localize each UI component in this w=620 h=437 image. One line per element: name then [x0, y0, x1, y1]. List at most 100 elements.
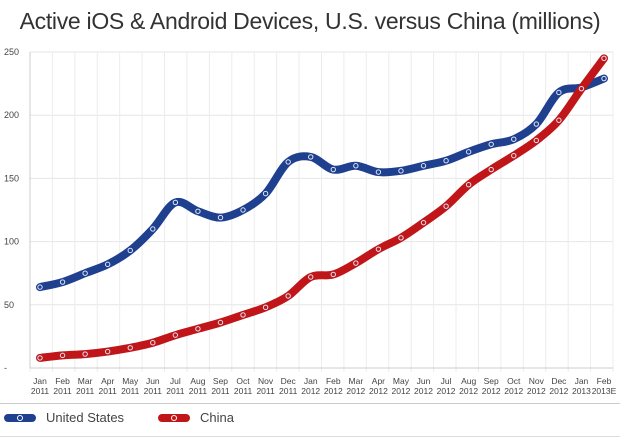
line-chart: -50100150200250Jan2011Feb2011Mar2011Apr2… — [4, 47, 617, 396]
china-data-point — [353, 260, 359, 266]
y-tick-label: 50 — [4, 300, 14, 310]
x-tick-label: 2011 — [53, 386, 72, 396]
x-tick-label: Nov — [529, 376, 545, 386]
x-tick-label: Jan — [575, 376, 589, 386]
legend-item-china: China — [158, 410, 234, 425]
united-states-data-point — [37, 284, 43, 290]
y-tick-label: 200 — [4, 110, 19, 120]
x-tick-label: 2011 — [31, 386, 50, 396]
x-tick-label: 2012 — [504, 386, 523, 396]
united-states-data-point — [172, 199, 179, 206]
x-tick-label: Sep — [484, 376, 499, 386]
x-tick-label: Mar — [78, 376, 93, 386]
united-states-data-point — [601, 75, 607, 82]
china-data-point — [195, 326, 201, 332]
united-states-data-point — [443, 158, 449, 164]
china-data-point — [578, 85, 585, 92]
x-tick-label: 2012 — [324, 386, 343, 396]
x-tick-label: Oct — [236, 376, 250, 386]
united-states-data-point — [127, 247, 133, 254]
china-data-point — [375, 246, 382, 252]
x-tick-label: Jul — [441, 376, 452, 386]
x-tick-label: 2012 — [437, 386, 456, 396]
china-data-point — [285, 293, 291, 299]
x-tick-label: 2011 — [121, 386, 140, 396]
x-tick-label: Sep — [213, 376, 228, 386]
x-tick-label: Feb — [55, 376, 70, 386]
x-tick-label: 2012 — [482, 386, 501, 396]
chart-title: Active iOS & Android Devices, U.S. versu… — [19, 8, 601, 34]
china-data-point — [443, 203, 449, 209]
x-tick-label: Nov — [258, 376, 274, 386]
china-data-point — [511, 152, 517, 159]
x-tick-label: Aug — [461, 376, 476, 386]
x-tick-label: Jan — [304, 376, 318, 386]
china-data-point — [104, 348, 111, 355]
china-data-point — [82, 351, 88, 357]
united-states-data-point — [511, 136, 517, 142]
x-tick-label: 2011 — [211, 386, 230, 396]
china-data-point — [533, 137, 540, 144]
x-tick-label: 2012 — [527, 386, 546, 396]
x-tick-label: May — [393, 376, 410, 386]
legend-swatch — [158, 413, 190, 422]
china-data-point — [488, 166, 494, 173]
legend-item-united-states: United States — [4, 410, 124, 425]
x-tick-label: 2011 — [166, 386, 185, 396]
legend-swatch — [4, 413, 36, 422]
x-tick-label: 2013E — [592, 386, 617, 396]
x-tick-label: 2012 — [369, 386, 388, 396]
united-states-data-point — [59, 279, 66, 285]
china-data-point — [127, 345, 133, 351]
x-tick-label: Jun — [417, 376, 431, 386]
united-states-data-point — [330, 166, 336, 173]
x-tick-label: 2011 — [279, 386, 298, 396]
legend: United States China — [0, 403, 620, 437]
y-tick-label: 150 — [4, 173, 19, 183]
x-tick-label: Jul — [170, 376, 181, 386]
x-tick-label: Aug — [190, 376, 205, 386]
united-states-data-point — [375, 169, 382, 175]
china-data-point — [172, 332, 179, 338]
x-tick-label: 2012 — [391, 386, 410, 396]
china-data-point — [59, 352, 66, 359]
china-data-point — [37, 355, 43, 361]
x-tick-label: 2012 — [549, 386, 568, 396]
united-states-data-point — [353, 163, 359, 169]
united-states-data-point — [217, 214, 224, 221]
china-data-point — [217, 319, 224, 326]
x-tick-label: 2011 — [256, 386, 275, 396]
x-tick-label: Dec — [551, 376, 567, 386]
x-tick-label: 2012 — [414, 386, 433, 396]
y-tick-label: 100 — [4, 237, 19, 247]
x-tick-label: Dec — [281, 376, 297, 386]
united-states-data-point — [420, 163, 427, 169]
united-states-data-point — [262, 190, 269, 197]
china-data-point — [465, 182, 472, 188]
x-tick-label: 2011 — [144, 386, 163, 396]
x-tick-label: 2011 — [99, 386, 118, 396]
united-states-data-point — [308, 154, 314, 160]
x-tick-label: May — [122, 376, 139, 386]
y-tick-label: - — [4, 363, 7, 373]
united-states-data-point — [488, 141, 494, 147]
united-states-data-point — [104, 261, 111, 268]
china-data-point — [150, 340, 156, 346]
united-states-data-point — [556, 89, 562, 96]
y-tick-label: 250 — [4, 47, 19, 57]
x-tick-label: 2011 — [76, 386, 95, 396]
x-tick-label: 2012 — [346, 386, 365, 396]
x-tick-label: Mar — [349, 376, 364, 386]
united-states-data-point — [195, 208, 201, 214]
x-tick-label: 2011 — [234, 386, 253, 396]
x-tick-label: 2011 — [189, 386, 208, 396]
united-states-data-point — [398, 168, 404, 174]
x-tick-label: Oct — [507, 376, 521, 386]
x-tick-label: Feb — [326, 376, 341, 386]
x-tick-label: Apr — [101, 376, 114, 386]
united-states-data-point — [533, 121, 540, 127]
united-states-data-point — [82, 270, 88, 276]
china-data-point — [398, 235, 404, 241]
x-tick-label: Feb — [597, 376, 612, 386]
x-tick-label: Apr — [372, 376, 385, 386]
